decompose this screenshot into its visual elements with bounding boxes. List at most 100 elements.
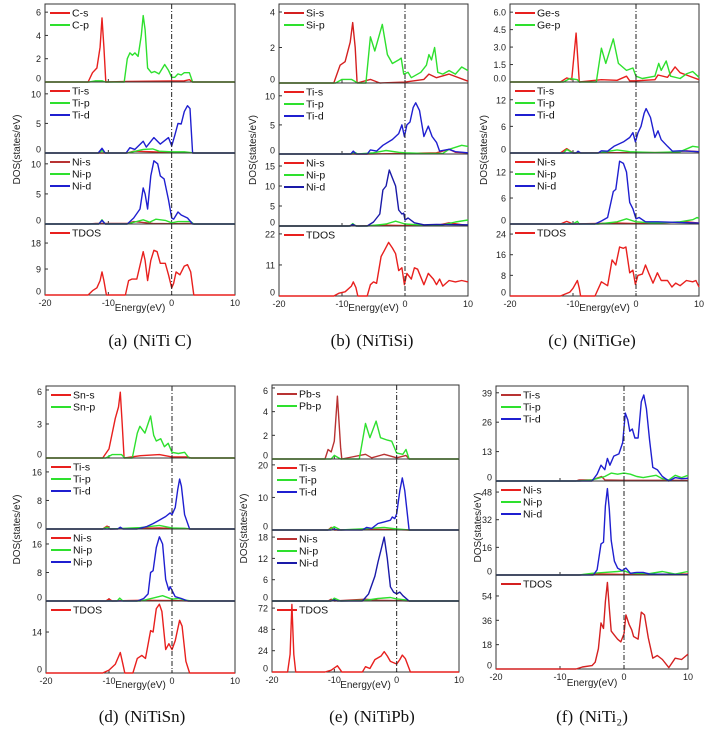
series-line-ni-p [46, 536, 235, 602]
y-tick-label: 0 [501, 145, 506, 155]
y-axis-label: DOS(states/eV) [239, 493, 250, 563]
subplot: 0 2 4 6 Pb-sPb-p [263, 384, 460, 461]
y-tick-label: 5 [270, 120, 275, 130]
legend-label: Ti-p [523, 402, 541, 414]
legend-label: Ti-s [537, 86, 554, 98]
y-tick-label: 4 [263, 407, 268, 417]
legend-label: Ti-d [299, 487, 317, 499]
x-tick-label: 0 [633, 299, 638, 309]
legend-label: Ge-s [537, 8, 560, 20]
dos-panel-f: 0 13 26 39 Ti-sTi-pTi-d 0 16 32 48 Ni-sNi-pNi-d 0 1… [473, 385, 693, 726]
series-line-ni-p [496, 570, 689, 576]
x-tick-label: 0 [169, 676, 174, 686]
y-tick-label: 0 [36, 216, 41, 226]
legend-label: Ni-p [73, 545, 92, 557]
x-tick-label: -20 [39, 676, 52, 686]
series-line-ni-d [510, 160, 700, 225]
caption-compound: (NiTiSi) [356, 331, 413, 350]
series-line-c-s [45, 17, 235, 83]
x-tick-label: -20 [503, 299, 516, 309]
subplot: 0 5 10 Ni-sNi-pNi-d [31, 152, 236, 226]
panel-caption: (d) (NiTiSn) [99, 707, 186, 726]
series-line-ni-p [272, 596, 459, 602]
legend-label: Ti-d [72, 110, 90, 122]
subplot: 0 3 6 Sn-sSn-p [37, 385, 236, 460]
legend-label: Ti-p [537, 98, 555, 110]
legend-label: Ti-d [537, 110, 555, 122]
y-axis-label: DOS(states/eV) [12, 114, 23, 184]
caption-label: (f) [556, 707, 573, 726]
legend-label: Ni-s [306, 158, 325, 170]
series-line-ge-s [510, 32, 700, 83]
caption-label: (d) [99, 707, 119, 726]
y-tick-label: 13 [482, 447, 492, 457]
x-axis-label: Energy(eV) [567, 678, 618, 689]
y-tick-label: 10 [31, 159, 41, 169]
series-line-tdos [45, 249, 235, 296]
subplot: 0 16 32 48 Ni-sNi-pNi-d [482, 480, 689, 577]
y-tick-label: 6 [36, 8, 41, 18]
legend-label: Ge-p [537, 20, 561, 32]
y-tick-label: 26 [482, 418, 492, 428]
x-tick-label: 0 [621, 672, 626, 682]
x-tick-label: -20 [38, 298, 51, 308]
y-tick-label: 6 [501, 122, 506, 132]
legend-label: C-p [72, 20, 89, 32]
y-tick-label: 0 [36, 287, 41, 297]
caption-label: (c) [548, 331, 567, 350]
subplot: 0 5 10 15 Ni-sNi-pNi-d [265, 153, 469, 228]
y-tick-label: 48 [482, 488, 492, 498]
legend-label: Ti-s [72, 86, 89, 98]
x-tick-label: -10 [102, 298, 115, 308]
series-line-sn-p [46, 415, 235, 459]
y-tick-label: 2 [270, 43, 275, 53]
subplot: 0 5 10 Ti-sTi-pTi-d [265, 82, 469, 156]
x-tick-label: 10 [683, 672, 693, 682]
subplot: 0 8 16 24 TDOS [496, 223, 700, 298]
series-line-sn-s [46, 391, 235, 459]
legend-label: TDOS [299, 605, 328, 617]
y-tick-label: 1.5 [493, 60, 506, 70]
y-tick-label: 0 [263, 664, 268, 674]
subplot-frame [509, 223, 700, 297]
caption-compound: (NiTiPb) [354, 707, 415, 726]
subplot: 0 6 12 Ti-sTi-pTi-d [496, 81, 700, 155]
y-tick-label: 39 [482, 388, 492, 398]
y-tick-label: 24 [258, 646, 268, 656]
x-axis-label: Energy(eV) [115, 303, 166, 314]
y-tick-label: 10 [265, 182, 275, 192]
y-tick-label: 20 [258, 460, 268, 470]
subplot: 0 10 20 Ti-sTi-pTi-d [258, 458, 460, 532]
legend-label: TDOS [306, 230, 335, 242]
legend-label: Ni-d [537, 181, 556, 193]
caption-compound: (NiTiSn) [125, 707, 186, 726]
subplot-frame [44, 223, 236, 296]
subplot: 0 2 4 Si-sSi-p [270, 3, 469, 85]
y-tick-label: 0 [37, 450, 42, 460]
y-tick-label: 36 [482, 616, 492, 626]
x-tick-label: -10 [328, 675, 341, 685]
y-tick-label: 16 [32, 539, 42, 549]
subplot: 0 6 12 18 Ni-sNi-pNi-d [258, 529, 460, 603]
legend-label: Ti-p [299, 475, 317, 487]
y-tick-label: 5 [270, 202, 275, 212]
dos-panel-c: 0.01.53.04.56.0 Ge-sGe-p0612Ti-sTi-pTi-d0… [479, 3, 704, 350]
y-tick-label: 12 [496, 95, 506, 105]
x-tick-label: -20 [489, 672, 502, 682]
y-tick-label: 0 [270, 146, 275, 156]
y-tick-label: 6 [263, 575, 268, 585]
legend-label: Ni-d [306, 182, 325, 194]
y-tick-label: 0 [487, 661, 492, 671]
x-tick-label: 10 [463, 299, 473, 309]
y-tick-label: 0 [487, 567, 492, 577]
panel-caption: (f) (NiTi₂) [556, 707, 628, 726]
y-tick-label: 18 [31, 239, 41, 249]
y-tick-label: 8 [37, 496, 42, 506]
subplot: 0 5 10 Ti-sTi-pTi-d [31, 81, 236, 155]
x-tick-label: -10 [102, 676, 115, 686]
y-tick-label: 54 [482, 591, 492, 601]
y-tick-label: 5 [36, 189, 41, 199]
y-tick-label: 3 [37, 419, 42, 429]
series-line-pb-p [272, 420, 459, 460]
